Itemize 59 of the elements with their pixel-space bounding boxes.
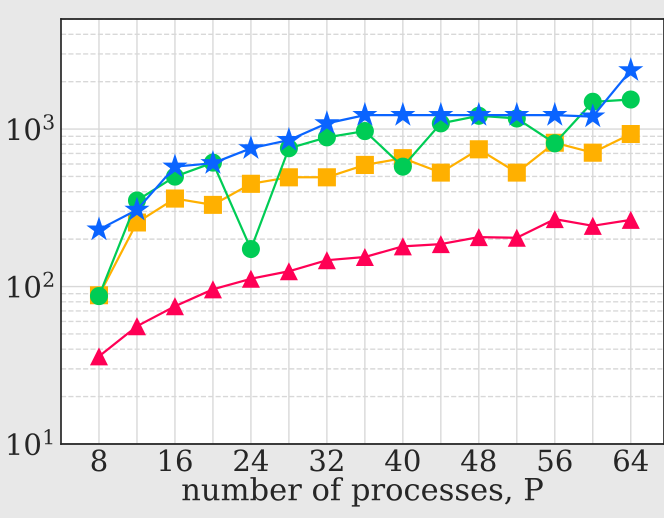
point <box>508 228 526 247</box>
point <box>584 144 602 162</box>
point <box>318 251 336 270</box>
point <box>356 248 374 266</box>
point <box>128 317 146 336</box>
point <box>394 237 412 256</box>
point <box>124 196 150 220</box>
x-tick-label: 56 <box>538 449 572 472</box>
point <box>318 168 336 186</box>
point <box>432 235 450 254</box>
point <box>166 190 184 208</box>
x-tick-label: 16 <box>160 449 192 472</box>
point <box>508 164 526 182</box>
point <box>622 90 640 109</box>
point <box>580 103 606 128</box>
point <box>314 110 340 134</box>
point <box>280 168 298 186</box>
y-tick-label: 10$^{3}$ <box>8 114 54 140</box>
x-tick-label: 40 <box>385 449 420 472</box>
point <box>390 102 416 126</box>
y-tick-label: 10$^{2}$ <box>8 272 54 298</box>
point <box>584 92 602 111</box>
point <box>90 347 108 366</box>
x-tick-label: 64 <box>614 449 648 472</box>
point <box>238 135 264 159</box>
x-tick-label: 8 <box>92 449 106 472</box>
point <box>276 126 302 151</box>
point <box>166 297 184 316</box>
y-tick-label: 10$^{1}$ <box>8 429 52 456</box>
x-axis-title: number of processes, P <box>182 477 543 507</box>
x-tick-label: 24 <box>234 449 268 472</box>
point <box>466 102 492 126</box>
point <box>470 228 488 246</box>
point <box>86 216 112 240</box>
point <box>432 164 450 182</box>
x-tick-label: 48 <box>461 449 496 472</box>
point <box>618 57 644 81</box>
point <box>318 128 336 146</box>
point <box>584 216 602 235</box>
point <box>546 210 564 228</box>
point <box>356 122 374 140</box>
point <box>428 102 454 126</box>
point <box>470 140 488 158</box>
point <box>356 156 374 174</box>
point <box>242 270 260 288</box>
point <box>622 125 640 144</box>
point <box>352 102 378 126</box>
point <box>280 262 298 280</box>
x-tick-label: 32 <box>310 449 343 472</box>
point <box>504 102 530 126</box>
point <box>204 280 222 298</box>
point <box>242 240 260 258</box>
point <box>162 153 188 178</box>
point <box>622 210 640 229</box>
point <box>394 158 412 176</box>
point <box>204 196 222 214</box>
point <box>200 150 226 174</box>
point <box>242 174 260 193</box>
point <box>542 102 568 126</box>
